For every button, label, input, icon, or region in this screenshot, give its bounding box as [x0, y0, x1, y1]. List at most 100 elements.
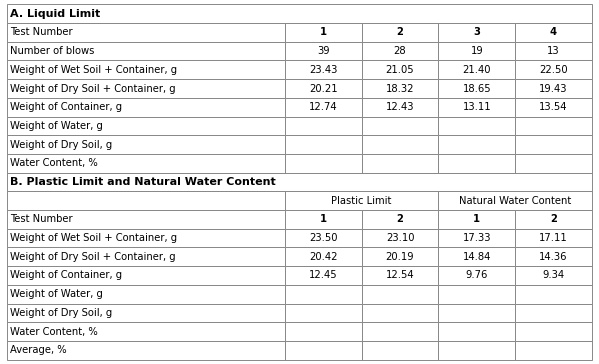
Bar: [7, 266, 285, 285]
Bar: [438, 191, 592, 210]
Bar: [285, 248, 362, 266]
Text: Weight of Container, g: Weight of Container, g: [10, 270, 122, 281]
Bar: [515, 248, 592, 266]
Text: 18.32: 18.32: [386, 83, 415, 94]
Bar: [285, 191, 438, 210]
Bar: [7, 60, 285, 79]
Text: 19: 19: [470, 46, 483, 56]
Bar: [438, 229, 515, 248]
Bar: [362, 116, 438, 135]
Bar: [362, 341, 438, 360]
Text: Weight of Water, g: Weight of Water, g: [10, 121, 103, 131]
Bar: [7, 285, 285, 304]
Text: 2: 2: [397, 214, 404, 224]
Text: 13: 13: [547, 46, 560, 56]
Text: 21.05: 21.05: [386, 65, 415, 75]
Text: 2: 2: [550, 214, 557, 224]
Bar: [515, 304, 592, 322]
Bar: [7, 135, 285, 154]
Bar: [362, 266, 438, 285]
Bar: [7, 248, 285, 266]
Bar: [362, 154, 438, 173]
Bar: [515, 42, 592, 60]
Bar: [7, 23, 285, 42]
Text: 4: 4: [550, 27, 557, 37]
Text: 20.19: 20.19: [386, 252, 415, 262]
Text: 13.54: 13.54: [539, 102, 568, 112]
Bar: [438, 210, 515, 229]
Bar: [362, 322, 438, 341]
Bar: [362, 229, 438, 248]
Bar: [515, 266, 592, 285]
Text: 21.40: 21.40: [462, 65, 491, 75]
Text: 12.43: 12.43: [386, 102, 415, 112]
Bar: [285, 229, 362, 248]
Text: 14.84: 14.84: [462, 252, 491, 262]
Bar: [285, 266, 362, 285]
Bar: [438, 23, 515, 42]
Text: 2: 2: [397, 27, 404, 37]
Text: 20.21: 20.21: [309, 83, 338, 94]
Bar: [285, 154, 362, 173]
Bar: [438, 98, 515, 116]
Bar: [362, 285, 438, 304]
Bar: [438, 42, 515, 60]
Bar: [515, 341, 592, 360]
Text: 3: 3: [473, 27, 480, 37]
Text: 17.33: 17.33: [462, 233, 491, 243]
Bar: [362, 98, 438, 116]
Bar: [285, 135, 362, 154]
Bar: [7, 191, 285, 210]
Text: 28: 28: [394, 46, 406, 56]
Text: 1: 1: [320, 214, 327, 224]
Bar: [362, 135, 438, 154]
Bar: [285, 285, 362, 304]
Text: Weight of Dry Soil, g: Weight of Dry Soil, g: [10, 308, 113, 318]
Bar: [7, 229, 285, 248]
Bar: [438, 266, 515, 285]
Bar: [285, 341, 362, 360]
Text: 1: 1: [320, 27, 327, 37]
Text: 23.43: 23.43: [309, 65, 337, 75]
Text: 18.65: 18.65: [462, 83, 491, 94]
Bar: [438, 135, 515, 154]
Bar: [515, 60, 592, 79]
Bar: [438, 116, 515, 135]
Bar: [515, 135, 592, 154]
Bar: [515, 322, 592, 341]
Bar: [438, 285, 515, 304]
Text: A. Liquid Limit: A. Liquid Limit: [10, 9, 101, 19]
Text: 39: 39: [317, 46, 329, 56]
Bar: [515, 285, 592, 304]
Bar: [7, 341, 285, 360]
Text: Weight of Wet Soil + Container, g: Weight of Wet Soil + Container, g: [10, 65, 177, 75]
Bar: [7, 173, 592, 191]
Bar: [7, 79, 285, 98]
Bar: [285, 79, 362, 98]
Text: Test Number: Test Number: [10, 27, 73, 37]
Bar: [515, 229, 592, 248]
Bar: [362, 210, 438, 229]
Bar: [285, 42, 362, 60]
Bar: [285, 23, 362, 42]
Bar: [285, 304, 362, 322]
Bar: [515, 98, 592, 116]
Text: 12.54: 12.54: [386, 270, 415, 281]
Bar: [515, 79, 592, 98]
Bar: [7, 304, 285, 322]
Text: Weight of Container, g: Weight of Container, g: [10, 102, 122, 112]
Bar: [7, 42, 285, 60]
Bar: [438, 79, 515, 98]
Text: Weight of Dry Soil + Container, g: Weight of Dry Soil + Container, g: [10, 252, 176, 262]
Text: Test Number: Test Number: [10, 214, 73, 224]
Text: Water Content, %: Water Content, %: [10, 327, 98, 337]
Bar: [7, 154, 285, 173]
Text: 14.36: 14.36: [539, 252, 568, 262]
Bar: [362, 304, 438, 322]
Text: 22.50: 22.50: [539, 65, 568, 75]
Text: Natural Water Content: Natural Water Content: [459, 196, 571, 206]
Text: 9.76: 9.76: [465, 270, 488, 281]
Text: 13.11: 13.11: [462, 102, 491, 112]
Text: Weight of Water, g: Weight of Water, g: [10, 289, 103, 299]
Bar: [438, 322, 515, 341]
